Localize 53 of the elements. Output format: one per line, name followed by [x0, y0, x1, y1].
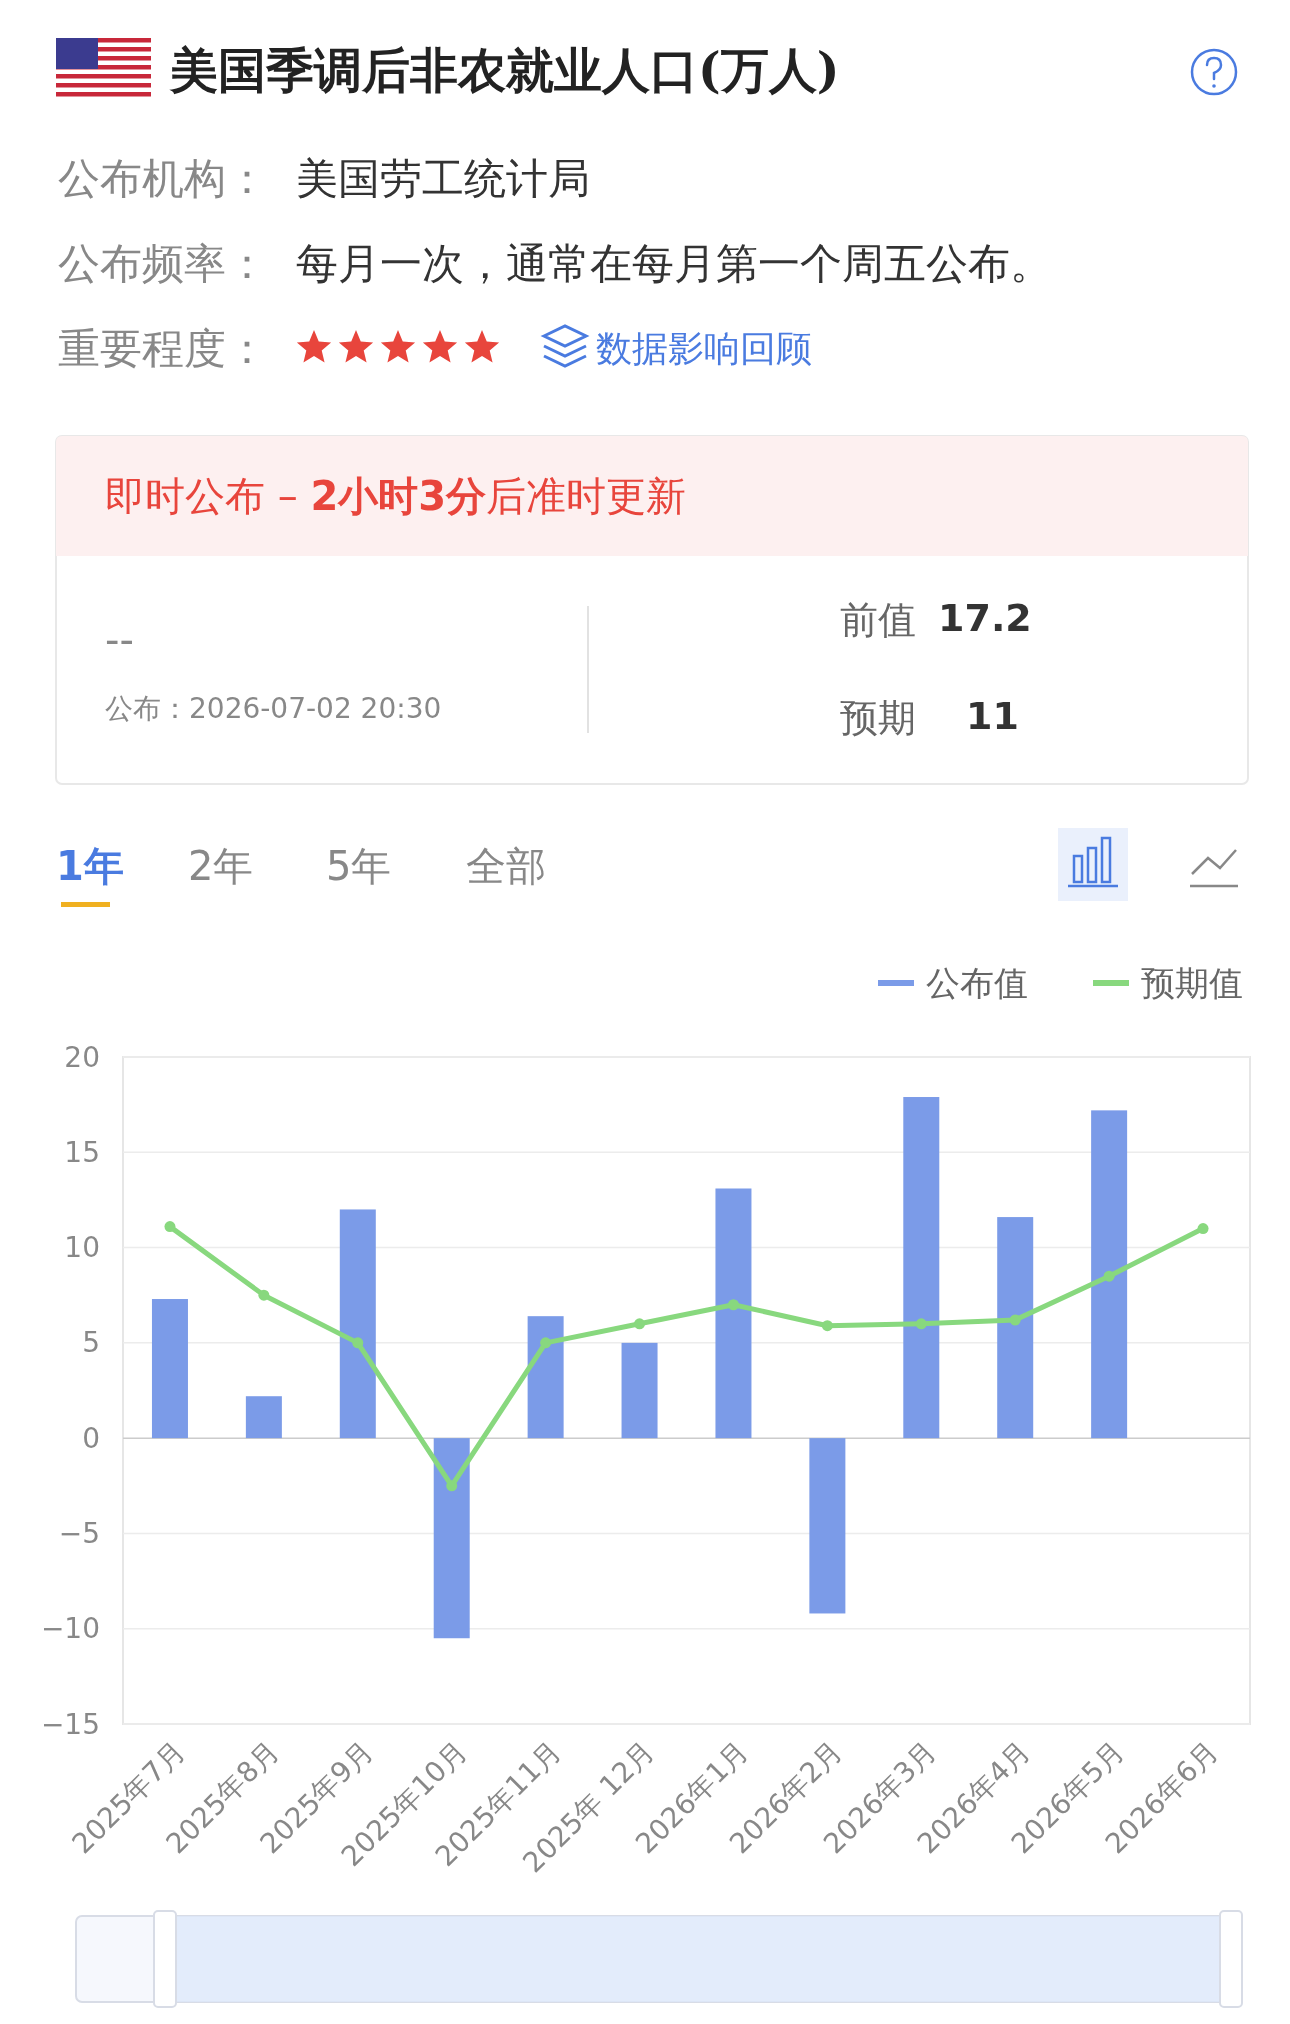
text: 2小时3分: [310, 473, 487, 519]
text: 前值: [840, 598, 916, 642]
bar: [621, 1342, 658, 1439]
y-tick-label: 15: [64, 1135, 100, 1169]
y-tick-label: 5: [82, 1326, 100, 1360]
text: 5年: [326, 843, 392, 889]
point: [258, 1289, 270, 1301]
y-tick-label: −15: [40, 1707, 100, 1741]
point: [727, 1299, 739, 1311]
bar: [903, 1097, 940, 1439]
text: 预期: [840, 696, 916, 740]
text: 每月一次，通常在每月第一个周五公布。: [296, 238, 1052, 288]
y-tick-label: 10: [64, 1231, 100, 1265]
bar: [715, 1188, 752, 1439]
text: 美国劳工统计局: [296, 153, 590, 203]
text: 公布频率：: [58, 238, 268, 288]
text: 2年: [188, 843, 254, 889]
point: [164, 1221, 176, 1233]
y-tick-label: 20: [64, 1040, 100, 1074]
text: 数据影响回顾: [596, 327, 812, 369]
bar: [527, 1316, 564, 1439]
point: [821, 1320, 833, 1332]
y-tick-label: −10: [40, 1612, 100, 1646]
legend-label: 预期值: [1141, 963, 1243, 1003]
bar: [433, 1438, 470, 1639]
bar: [339, 1209, 376, 1439]
point: [1103, 1270, 1115, 1282]
text: 公布：2026-07-02 20:30: [105, 691, 442, 725]
point: [915, 1318, 927, 1330]
bar: [151, 1299, 188, 1439]
text: 重要程度：: [58, 323, 268, 373]
bar: [809, 1438, 846, 1614]
bar: [1091, 1110, 1128, 1439]
point: [540, 1337, 552, 1349]
chart-title: 美国季调后非农就业人口(万人): [169, 42, 840, 98]
legend-label: 公布值: [926, 963, 1028, 1003]
y-tick-label: 0: [82, 1421, 100, 1455]
point: [446, 1480, 458, 1492]
point: [634, 1318, 646, 1330]
bar: [997, 1217, 1034, 1439]
point: [1197, 1223, 1209, 1235]
text: 全部: [466, 843, 546, 889]
bar: [245, 1396, 282, 1439]
text: 后准时更新: [486, 473, 687, 519]
text: 17.2: [938, 596, 1032, 640]
text: --: [105, 617, 134, 663]
point: [1009, 1314, 1021, 1326]
text: 1年: [56, 843, 124, 889]
text: 公布机构：: [58, 153, 268, 203]
text: 11: [966, 694, 1019, 738]
y-tick-label: −5: [58, 1516, 100, 1550]
text: 即时公布 –: [105, 473, 311, 519]
point: [352, 1337, 364, 1349]
